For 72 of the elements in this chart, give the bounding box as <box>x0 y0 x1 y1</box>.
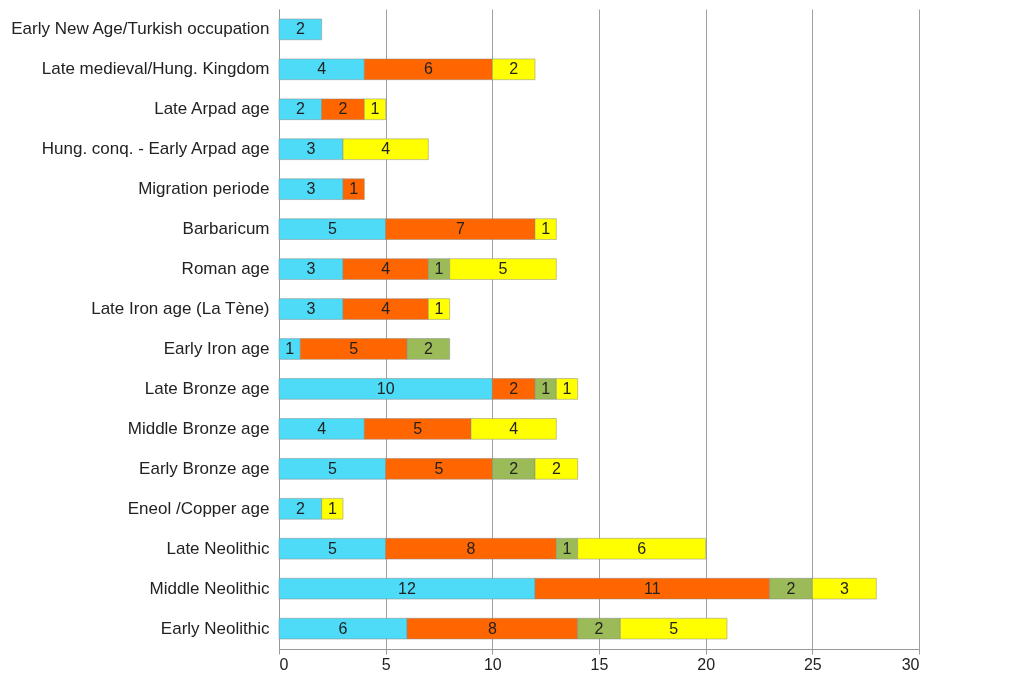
data-label: 4 <box>381 260 391 278</box>
data-label: 5 <box>327 220 337 238</box>
x-tick-label: 30 <box>901 655 920 673</box>
data-label: 8 <box>487 619 497 637</box>
data-label: 6 <box>423 60 433 78</box>
data-label: 1 <box>541 220 551 238</box>
y-tick-label: Middle Neolithic <box>149 578 270 598</box>
data-label: 1 <box>541 379 551 397</box>
data-label: 10 <box>376 379 395 397</box>
data-label: 11 <box>644 579 661 597</box>
y-tick-label: Hung. conq. - Early Arpad age <box>41 139 270 159</box>
data-label: 1 <box>434 300 444 318</box>
data-label: 1 <box>562 539 572 557</box>
data-label: 3 <box>306 140 316 158</box>
data-label: 8 <box>466 539 476 557</box>
data-label: 2 <box>594 619 604 637</box>
x-tick-label: 15 <box>590 655 609 673</box>
data-label: 5 <box>413 419 423 437</box>
data-label: 2 <box>509 60 519 78</box>
data-label: 2 <box>295 100 305 118</box>
data-label: 1 <box>562 379 572 397</box>
data-label: 5 <box>327 459 337 477</box>
data-label: 2 <box>295 20 305 38</box>
data-label: 12 <box>398 579 416 597</box>
data-label: 4 <box>317 60 327 78</box>
data-label: 1 <box>327 499 337 517</box>
data-label: 6 <box>338 619 348 637</box>
data-label: 5 <box>434 459 444 477</box>
y-tick-label: Early Bronze age <box>139 458 270 478</box>
data-label: 1 <box>370 100 380 118</box>
y-tick-label: Late Iron age (La Tène) <box>91 299 270 319</box>
y-tick-label: Early New Age/Turkish occupation <box>11 19 270 39</box>
y-tick-label: Barbaricum <box>182 219 270 239</box>
data-label: 5 <box>498 260 508 278</box>
data-label: 6 <box>637 539 647 557</box>
y-tick-label: Early Iron age <box>163 338 270 358</box>
data-label: 4 <box>381 140 391 158</box>
y-tick-label: Late Arpad age <box>154 99 270 119</box>
data-label: 5 <box>349 339 359 357</box>
x-tick-label: 0 <box>279 655 289 673</box>
data-label: 4 <box>317 419 327 437</box>
data-label: 2 <box>295 499 305 517</box>
x-tick-label: 20 <box>697 655 716 673</box>
data-label: 2 <box>786 579 796 597</box>
x-tick-label: 25 <box>803 655 822 673</box>
data-label: 1 <box>349 180 359 198</box>
y-tick-label: Early Neolithic <box>160 618 270 638</box>
data-label: 2 <box>551 459 561 477</box>
data-label: 1 <box>434 260 444 278</box>
y-tick-label: Eneol /Copper age <box>127 498 270 518</box>
y-tick-label: Migration periode <box>138 179 270 199</box>
y-tick-label: Late Neolithic <box>166 538 270 558</box>
data-label: 3 <box>306 260 316 278</box>
data-label: 5 <box>669 619 679 637</box>
x-tick-label: 5 <box>381 655 391 673</box>
data-label: 1 <box>285 339 295 357</box>
data-label: 3 <box>306 180 316 198</box>
data-label: 2 <box>509 459 519 477</box>
y-tick-label: Middle Bronze age <box>127 418 270 438</box>
data-label: 2 <box>338 100 348 118</box>
data-label: 2 <box>509 379 519 397</box>
y-tick-label: Roman age <box>181 259 270 279</box>
x-tick-label: 10 <box>483 655 502 673</box>
data-label: 2 <box>423 339 433 357</box>
data-label: 4 <box>381 300 391 318</box>
y-tick-label: Late Bronze age <box>144 378 270 398</box>
data-label: 7 <box>455 220 465 238</box>
data-label: 3 <box>839 579 849 597</box>
y-tick-label: Late medieval/Hung. Kingdom <box>41 59 270 79</box>
data-label: 3 <box>306 300 316 318</box>
data-label: 4 <box>509 419 519 437</box>
data-label: 5 <box>327 539 337 557</box>
